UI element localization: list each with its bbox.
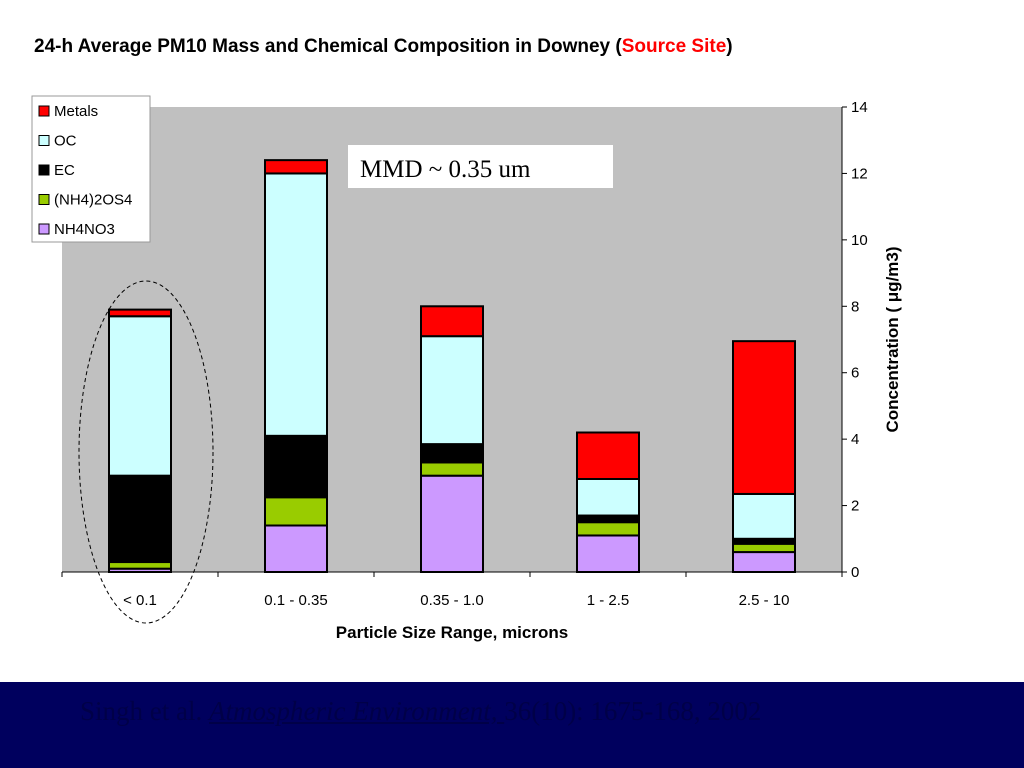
chart-title: 24-h Average PM10 Mass and Chemical Comp… — [34, 36, 733, 58]
x-tick-label: 0.35 - 1.0 — [420, 592, 483, 609]
legend-swatch-ec — [38, 164, 50, 176]
bar-segment-nh42os4 — [264, 496, 328, 527]
citation-authors: Singh et al. — [80, 696, 209, 726]
legend-swatch-oc — [38, 135, 50, 146]
bar-segment-ec — [420, 443, 484, 464]
bar-segment-metals — [108, 308, 172, 318]
chart-title-source: Source Site — [621, 36, 727, 57]
y-tick-label: 4 — [851, 431, 859, 448]
annotation-box — [348, 145, 613, 188]
chart-title-main: 24-h Average PM10 Mass and Chemical Comp… — [34, 36, 622, 57]
bar-segment-oc — [108, 315, 172, 477]
legend-label: Metals — [54, 103, 98, 120]
legend-swatch-nh4no3 — [38, 223, 50, 235]
footer-bar: Singh et al. Atmospheric Environment, 36… — [0, 682, 1024, 768]
legend-label: (NH4)2OS4 — [54, 192, 132, 209]
y-tick-label: 0 — [851, 564, 859, 581]
legend-swatch-nh42os4 — [38, 194, 50, 205]
annotation-text: MMD ~ 0.35 um — [360, 156, 531, 183]
y-tick-label: 6 — [851, 365, 859, 382]
bar-segment-ec — [108, 474, 172, 564]
legend-label: NH4NO3 — [54, 221, 115, 238]
bar-segment-metals — [420, 305, 484, 338]
stacked-bar-chart: < 0.1 0.1 - 0.35 0.35 - 1.0 1 - 2.5 2.5 - 10… — [31, 95, 902, 642]
x-tick-label: 2.5 - 10 — [739, 592, 790, 609]
bar-segment-oc — [420, 335, 484, 446]
y-tick-label: 12 — [851, 165, 868, 182]
y-axis-title: Concentration ( μg/m3) — [883, 246, 902, 432]
legend-swatch-metals — [38, 105, 50, 117]
x-axis-title: Particle Size Range, microns — [336, 623, 568, 642]
x-tick-label: < 0.1 — [123, 592, 157, 609]
bar-segment-nh42os4 — [732, 542, 796, 554]
legend-label: EC — [54, 162, 75, 179]
citation-details: 36(10): 1675-168, 2002 — [504, 696, 762, 726]
bar-segment-nh42os4 — [420, 461, 484, 477]
y-tick-label: 10 — [851, 232, 868, 249]
y-tick-label: 2 — [851, 498, 859, 515]
bar-segment-nh4no3 — [576, 534, 640, 574]
bar-segment-metals — [576, 431, 640, 480]
highlight-ellipse — [78, 280, 214, 624]
x-tick-label: 1 - 2.5 — [587, 592, 630, 609]
bar-segment-oc — [576, 478, 640, 517]
bar-segment-ec — [264, 434, 328, 499]
bar-segment-oc — [264, 172, 328, 437]
x-tick-label: 0.1 - 0.35 — [264, 592, 327, 609]
citation-journal[interactable]: Atmospheric Environment, — [209, 696, 505, 726]
bar-segment-oc — [732, 492, 796, 540]
legend-box — [31, 95, 151, 243]
bar-segment-nh4no3 — [420, 474, 484, 573]
bar-segment-nh4no3 — [264, 524, 328, 573]
y-tick-label: 14 — [851, 99, 868, 116]
bar-segment-metals — [264, 159, 328, 175]
y-tick-label: 8 — [851, 298, 859, 315]
chart-title-close: ) — [726, 36, 733, 57]
bar-segment-nh42os4 — [576, 521, 640, 537]
legend-label: OC — [54, 133, 77, 150]
bar-segment-metals — [732, 340, 796, 495]
citation: Singh et al. Atmospheric Environment, 36… — [80, 696, 761, 727]
bar-segment-nh4no3 — [732, 551, 796, 573]
